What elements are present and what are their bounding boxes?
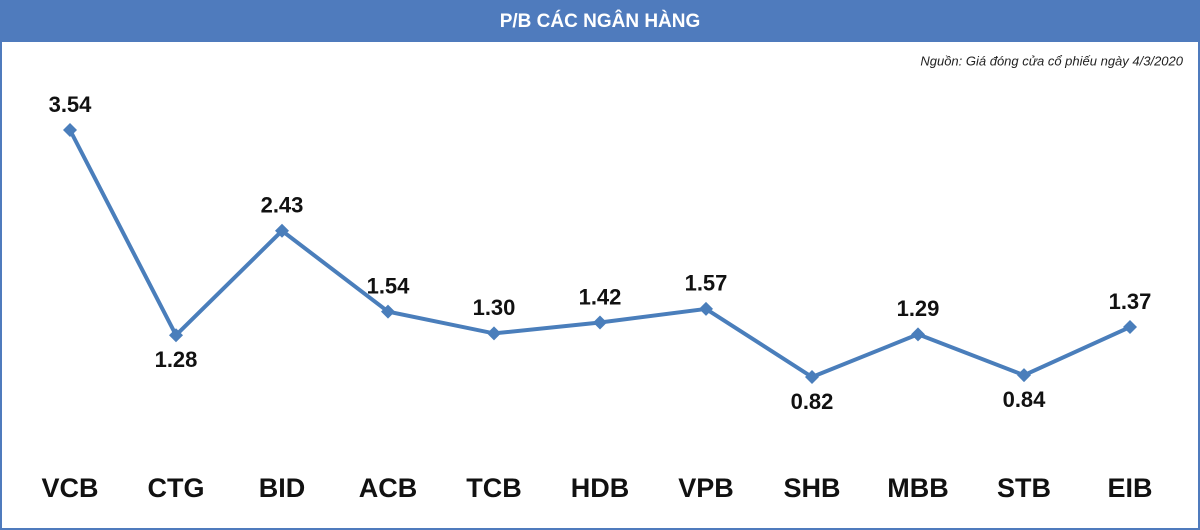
x-tick-label: VCB — [41, 473, 98, 503]
marker — [1017, 368, 1031, 383]
marker — [1123, 320, 1137, 335]
marker — [169, 328, 183, 343]
data-label: 1.54 — [367, 273, 411, 298]
data-label: 2.43 — [261, 193, 304, 218]
data-label: 1.37 — [1109, 289, 1152, 314]
data-label: 1.28 — [155, 347, 198, 372]
x-tick-label: CTG — [148, 473, 205, 503]
x-tick-label: HDB — [571, 473, 630, 503]
x-tick-label: BID — [259, 473, 306, 503]
data-label: 1.42 — [579, 284, 622, 309]
marker — [487, 326, 501, 341]
x-tick-label: STB — [997, 473, 1051, 503]
x-tick-label: EIB — [1107, 473, 1152, 503]
data-label: 1.29 — [897, 296, 940, 321]
data-label: 0.82 — [791, 389, 834, 414]
x-tick-label: TCB — [466, 473, 522, 503]
marker — [593, 315, 607, 330]
data-label: 1.30 — [473, 295, 516, 320]
data-label: 1.57 — [685, 271, 728, 296]
title-bar — [0, 0, 1200, 42]
marker — [275, 223, 289, 238]
chart-title: P/B CÁC NGÂN HÀNG — [500, 10, 701, 32]
marker — [699, 301, 713, 316]
x-tick-label: MBB — [887, 473, 949, 503]
x-tick-label: ACB — [359, 473, 418, 503]
marker — [63, 123, 77, 137]
x-tick-label: SHB — [783, 473, 840, 503]
marker — [381, 304, 395, 319]
marker — [805, 370, 819, 384]
data-label: 0.84 — [1003, 387, 1047, 412]
chart-subtitle: Nguồn: Giá đóng cửa cổ phiếu ngày 4/3/20… — [920, 53, 1183, 68]
x-tick-label: VPB — [678, 473, 734, 503]
data-label: 3.54 — [49, 92, 93, 117]
marker — [911, 327, 925, 342]
